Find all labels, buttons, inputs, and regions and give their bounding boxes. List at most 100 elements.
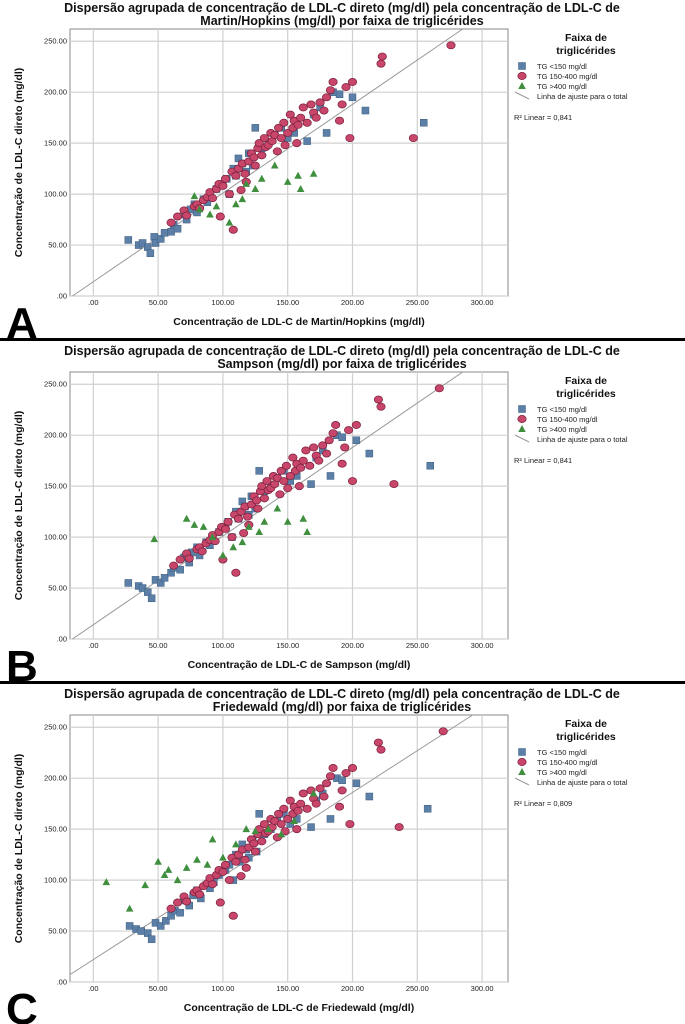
- legend-label: TG 150-400 mg/dl: [537, 415, 598, 424]
- y-tick-label: 150.00: [44, 139, 67, 148]
- data-point: [352, 436, 361, 445]
- data-point: [283, 517, 292, 525]
- legend-marker: [517, 415, 527, 423]
- data-point: [272, 147, 282, 156]
- data-point: [144, 588, 152, 596]
- data-point: [249, 839, 259, 848]
- data-point: [220, 524, 231, 533]
- legend-marker: [517, 72, 527, 80]
- data-point: [290, 816, 298, 824]
- y-tick-label: 150.00: [44, 482, 67, 491]
- y-tick-label: 200.00: [44, 88, 67, 97]
- legend-marker: [518, 768, 526, 775]
- data-point: [124, 579, 133, 587]
- legend-label: TG <150 mg/dl: [537, 748, 587, 757]
- data-point: [219, 551, 227, 559]
- chart-title: Dispersão agrupada de concentração de LD…: [64, 344, 620, 358]
- legend-title: Faixa de: [565, 375, 607, 387]
- x-tick-label: .00: [88, 298, 98, 307]
- x-tick-label: 150.00: [276, 298, 299, 307]
- data-point: [242, 179, 251, 187]
- data-point: [259, 134, 269, 142]
- data-point: [273, 504, 282, 512]
- data-point: [296, 799, 306, 808]
- data-point: [197, 547, 207, 556]
- y-tick-label: .00: [57, 978, 67, 987]
- data-point: [423, 805, 432, 813]
- legend-marker: [517, 758, 527, 766]
- data-point: [212, 202, 221, 210]
- data-point: [232, 840, 240, 848]
- data-point: [274, 123, 284, 132]
- data-point: [324, 436, 334, 445]
- data-point: [334, 802, 345, 811]
- data-point: [389, 480, 399, 489]
- x-tick-label: 300.00: [471, 298, 494, 307]
- legend-title: triglicérides: [556, 45, 616, 57]
- data-point: [311, 799, 321, 808]
- chart-title: Friedewald (mg/dl) por faixa de triglicé…: [213, 700, 471, 714]
- data-point: [241, 863, 251, 872]
- legend-label: TG 150-400 mg/dl: [537, 72, 598, 81]
- data-point: [249, 153, 259, 162]
- data-point: [151, 239, 160, 247]
- data-point: [215, 898, 225, 907]
- data-point: [255, 467, 263, 475]
- data-point: [338, 776, 346, 784]
- chart-title: Martin/Hopkins (mg/dl) por faixa de trig…: [200, 14, 483, 28]
- data-point: [283, 177, 292, 185]
- data-point: [257, 837, 267, 846]
- data-point: [190, 520, 199, 528]
- data-point: [335, 90, 344, 98]
- x-tick-label: 250.00: [406, 641, 429, 650]
- data-point: [225, 218, 234, 226]
- data-point: [274, 809, 284, 818]
- data-point: [347, 477, 358, 485]
- data-point: [150, 535, 159, 543]
- chart-title: Dispersão agrupada de concentração de LD…: [64, 1, 620, 15]
- data-point: [309, 443, 319, 452]
- data-point: [294, 171, 302, 179]
- data-point: [341, 769, 351, 778]
- data-point: [160, 870, 169, 878]
- data-point: [236, 186, 246, 194]
- data-point: [347, 78, 358, 86]
- data-point: [298, 103, 308, 112]
- data-point: [438, 727, 448, 736]
- x-axis-label: Concentração de LDL-C de Friedewald (mg/…: [184, 1002, 414, 1014]
- legend-label: Linha de ajuste para o total: [537, 778, 628, 787]
- data-point: [238, 195, 247, 203]
- data-point: [175, 555, 185, 564]
- data-point: [314, 456, 324, 465]
- data-point: [292, 825, 302, 834]
- r2-label: R² Linear = 0,809: [514, 799, 572, 808]
- data-point: [285, 796, 295, 805]
- legend-line-swatch: [514, 434, 530, 443]
- data-point: [124, 236, 133, 244]
- legend-marker: [518, 405, 526, 413]
- legend-title: Faixa de: [565, 32, 607, 44]
- data-point: [292, 139, 302, 148]
- fit-line: [72, 371, 464, 640]
- data-point: [260, 517, 269, 525]
- data-point: [220, 174, 231, 183]
- legend-title: Faixa de: [565, 718, 607, 730]
- data-point: [231, 568, 241, 577]
- data-point: [328, 429, 338, 438]
- data-point: [208, 835, 217, 843]
- data-point: [240, 855, 250, 864]
- data-point: [251, 827, 260, 835]
- data-point: [345, 134, 355, 142]
- y-axis-label: Concentração de LDL-C direto (mg/dl): [13, 68, 25, 258]
- data-point: [182, 211, 192, 220]
- data-point: [326, 815, 335, 823]
- data-point: [341, 83, 351, 92]
- data-point: [224, 876, 234, 885]
- data-point: [302, 118, 312, 127]
- data-point: [228, 225, 238, 234]
- data-point: [259, 820, 269, 828]
- data-point: [408, 134, 418, 142]
- data-point: [156, 579, 165, 587]
- data-point: [294, 482, 304, 491]
- data-point: [137, 927, 146, 935]
